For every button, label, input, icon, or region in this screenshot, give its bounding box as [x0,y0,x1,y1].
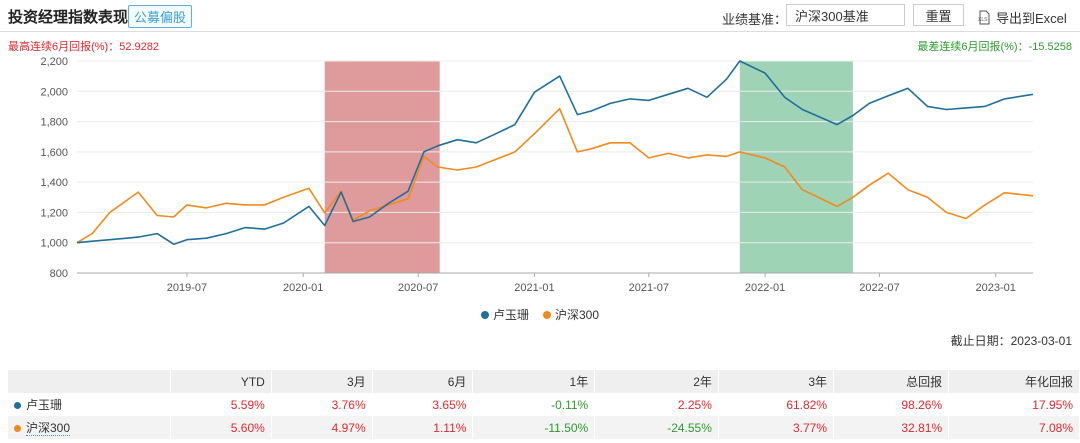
col-header [8,370,171,393]
col-header: 1年 [472,370,596,393]
y-tick-label: 1,600 [40,147,68,159]
y-tick-label: 800 [50,268,68,280]
benchmark-dot-icon [542,310,551,319]
x-tick-label: 2022-07 [859,282,899,294]
y-tick-label: 1,000 [40,238,68,250]
return-cell: 3.76% [271,393,373,416]
return-cell: 98.26% [833,393,950,416]
table-row: 卢玉珊 5.59% 3.76% 3.65% -0.11% 2.25% 61.82% 98.26… [8,393,1080,416]
y-tick-label: 2,200 [40,56,68,68]
best-period-band [324,61,440,273]
returns-table: YTD 3月 6月 1年 2年 3年 总回报 年化回报 卢玉珊 5.59% 3.76… [8,370,1080,439]
return-cell: 3.77% [718,416,835,439]
return-cell: -24.55% [594,416,719,439]
table-header-row: YTD 3月 6月 1年 2年 3年 总回报 年化回报 [8,370,1080,393]
as-of-date: 截止日期：2023-03-01 [950,334,1072,348]
legend-label: 沪深300 [554,308,600,322]
series-line-benchmark [76,107,1034,244]
row-name: 卢玉珊 [8,393,171,416]
return-cell: 17.95% [948,393,1080,416]
series-dot-icon [14,402,21,409]
return-cell: 7.08% [948,416,1080,439]
return-cell: 2.25% [594,393,719,416]
return-cell: -11.50% [472,416,596,439]
legend-item-benchmark[interactable]: 沪深300 [542,306,600,323]
return-cell: 1.11% [372,416,474,439]
performance-chart: 800 1,000 1,200 1,400 1,600 1,800 2,000 2,200 20… [40,56,1034,294]
legend-item-manager[interactable]: 卢玉珊 [480,306,529,323]
return-cell: 32.81% [833,416,950,439]
return-cell: 3.65% [372,393,474,416]
divider [0,31,1080,32]
col-header: 总回报 [833,370,950,393]
col-header: 年化回报 [948,370,1080,393]
y-tick-label: 1,200 [40,207,68,219]
x-tick-label: 2020-07 [398,282,438,294]
return-cell: 5.60% [170,416,272,439]
max-6m-return: 最高连续6月回报(%)：52.9282 [8,41,159,53]
x-tick-label: 2019-07 [167,282,207,294]
reset-button[interactable]: 重置 [913,4,964,26]
table-row: 沪深300 5.60% 4.97% 1.11% -11.50% -24.55% 3.77% 3… [8,416,1080,439]
manager-dot-icon [480,310,489,319]
export-excel-button[interactable]: XLS 导出到Excel [977,8,1067,27]
min-6m-return: 最差连续6月回报(%)：-15.5258 [917,41,1072,53]
return-cell: 4.97% [271,416,373,439]
row-name[interactable]: 沪深300 [8,416,171,439]
worst-period-band [739,61,853,273]
col-header: 2年 [594,370,719,393]
svg-text:XLS: XLS [978,17,988,23]
x-tick-label: 2021-07 [629,282,669,294]
legend: 卢玉珊 沪深300 [0,306,1080,323]
return-cell: -0.11% [472,393,596,416]
page-title: 投资经理指数表现 [8,9,129,26]
col-header: 6月 [372,370,474,393]
x-tick-label: 2020-01 [283,282,323,294]
y-tick-label: 1,400 [40,177,68,189]
series-line-manager [76,60,1034,245]
category-tag[interactable]: 公募偏股 [128,5,193,28]
series-dot-icon [14,425,21,432]
y-tick-label: 2,000 [40,86,68,98]
x-tick-label: 2021-01 [514,282,554,294]
y-tick-label: 1,800 [40,117,68,129]
return-cell: 61.82% [718,393,835,416]
col-header: 3年 [718,370,835,393]
benchmark-label: 业绩基准： [722,12,788,27]
export-label: 导出到Excel [996,11,1067,26]
legend-label: 卢玉珊 [492,308,529,322]
x-tick-label: 2023-01 [976,282,1016,294]
return-cell: 5.59% [170,393,272,416]
x-tick-label: 2022-01 [745,282,785,294]
col-header: 3月 [271,370,373,393]
col-header: YTD [170,370,272,393]
benchmark-input[interactable] [786,4,905,26]
xls-file-icon: XLS [978,10,990,25]
